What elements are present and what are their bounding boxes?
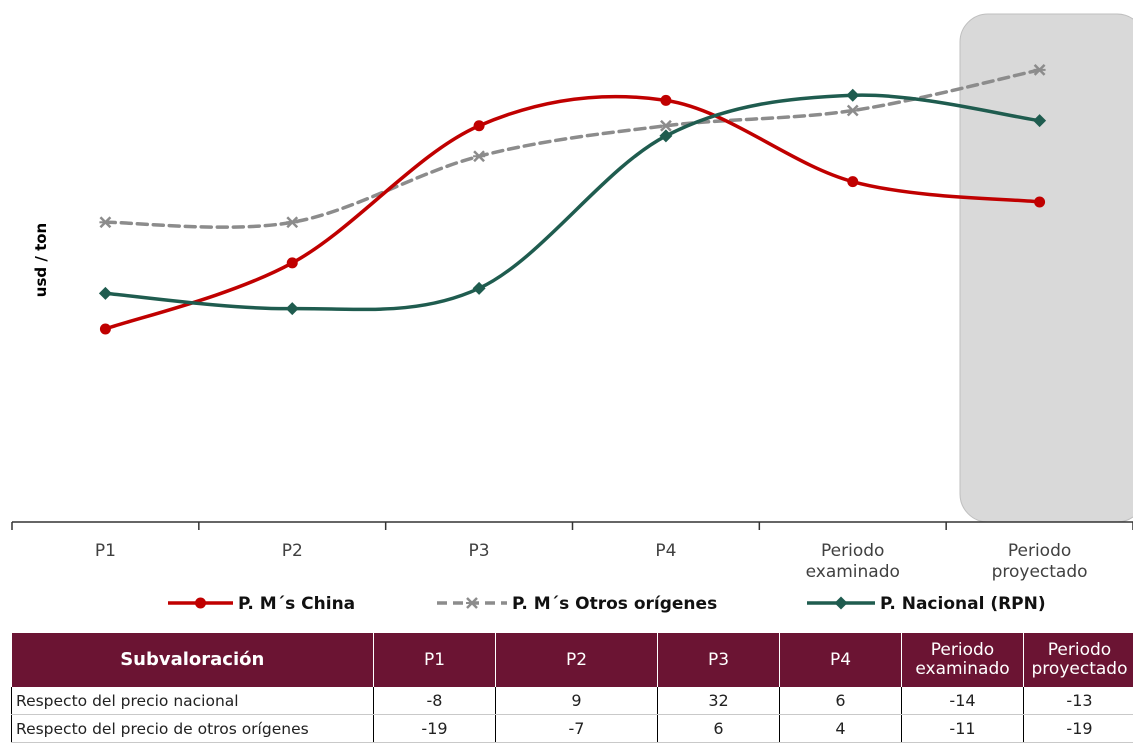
table-cell: 4 (779, 714, 902, 743)
legend-marker (466, 597, 478, 609)
table-cell: 6 (779, 687, 902, 715)
data-point (846, 104, 859, 117)
x-tick-label: P2 (282, 541, 303, 561)
x-tick-label: Periodo examinado (806, 541, 900, 582)
column-header-line: P2 (565, 649, 588, 670)
series-line (103, 94, 1042, 331)
table-row: Respecto del precio nacional -8 9 32 6 -14 -13 (11, 687, 1133, 715)
table-cell: -8 (373, 687, 496, 715)
table-cell: -7 (495, 714, 658, 743)
table-cell: -14 (901, 687, 1024, 715)
table-column-header: P1 (373, 633, 496, 687)
series-p-m-s-china (99, 94, 1046, 335)
legend-label: P. Nacional (RPN) (880, 594, 1046, 614)
data-point (285, 302, 299, 316)
table-cell: 32 (657, 687, 780, 715)
legend-marker (834, 596, 848, 610)
x-tick-label: Periodo proyectado (992, 541, 1088, 582)
data-point (659, 119, 672, 132)
table-column-header: P4 (779, 633, 902, 687)
x-tick-label-line: P4 (655, 541, 676, 561)
data-point (1033, 63, 1046, 76)
data-point (286, 216, 299, 229)
data-point (1034, 196, 1046, 208)
line-chart: usd / ton P1 P2 P3 P4 Periodo examinadoPeriod… (11, 13, 1133, 614)
data-point (1033, 114, 1047, 128)
data-point (659, 129, 673, 143)
column-header-line: examinado (915, 659, 1010, 679)
projected-period-highlight (959, 13, 1133, 523)
series-p-nacional-rpn (98, 88, 1047, 316)
legend-item-p-nacional-rpn: P. Nacional (RPN) (807, 594, 1046, 614)
legend-label: P. M´s China (238, 594, 355, 614)
x-tick-label-line: P2 (282, 541, 303, 561)
legend-item-p-m-s-otros-origenes: P. M´s Otros orígenes (437, 594, 717, 614)
x-tick-label: P4 (655, 541, 676, 561)
x-tick-label-line: Periodo (1008, 541, 1071, 561)
table-column-header: P2 (495, 633, 658, 687)
table-column-header: Periodo examinado (901, 633, 1024, 687)
row-label: Respecto del precio nacional (11, 687, 374, 715)
series-line (103, 93, 1042, 312)
row-label: Respecto del precio de otros orígenes (11, 714, 374, 743)
column-header-line: P1 (423, 649, 446, 670)
x-tick-label-line: P3 (469, 541, 490, 561)
x-tick-label-line: proyectado (992, 562, 1088, 582)
column-header-line: P3 (707, 649, 730, 670)
table-column-header: Periodo proyectado (1023, 633, 1133, 687)
legend-item-p-m-s-china: P. M´s China (168, 594, 355, 614)
subvaluation-table-container: Subvaloración P1 P2 P3 P4 Periodo examinado Pe… (11, 633, 1133, 745)
table-row: Respecto del precio de otros orígenes -19… (11, 714, 1133, 743)
table-cell: -13 (1023, 687, 1133, 715)
table-cell: -19 (373, 714, 496, 743)
data-point (99, 216, 112, 229)
table-column-header: P3 (657, 633, 780, 687)
data-point (473, 120, 485, 132)
subvaluation-table: Subvaloración P1 P2 P3 P4 Periodo examinado Pe… (11, 633, 1133, 743)
table-cell: 9 (495, 687, 658, 715)
column-header-line: Periodo (1047, 640, 1112, 661)
x-tick-label-line: examinado (806, 562, 900, 582)
table-cell: 6 (657, 714, 780, 743)
data-point (847, 176, 859, 188)
series-p-m-s-otros-origenes (99, 63, 1046, 229)
x-tick-label: P3 (469, 541, 490, 561)
x-tick-label-line: Periodo (821, 541, 884, 561)
data-point (846, 88, 860, 102)
table-title: Subvaloración (11, 633, 374, 687)
data-point (98, 286, 112, 300)
table-cell: -19 (1023, 714, 1133, 743)
y-axis-label: usd / ton (32, 223, 50, 297)
column-header-line: P4 (829, 649, 852, 670)
data-point (660, 94, 672, 106)
data-point (472, 281, 486, 295)
data-point (473, 150, 486, 163)
series-line (103, 68, 1042, 229)
data-point (99, 323, 111, 335)
x-tick-label-line: P1 (95, 541, 116, 561)
column-header-line: proyectado (1031, 659, 1128, 679)
column-header-line: Periodo (930, 640, 995, 661)
x-tick-label: P1 (95, 541, 116, 561)
table-header-row: Subvaloración P1 P2 P3 P4 Periodo examinado Pe… (11, 633, 1133, 687)
legend-marker (195, 597, 206, 609)
data-point (286, 257, 298, 269)
table-cell: -11 (901, 714, 1024, 743)
legend-label: P. M´s Otros orígenes (512, 594, 717, 614)
